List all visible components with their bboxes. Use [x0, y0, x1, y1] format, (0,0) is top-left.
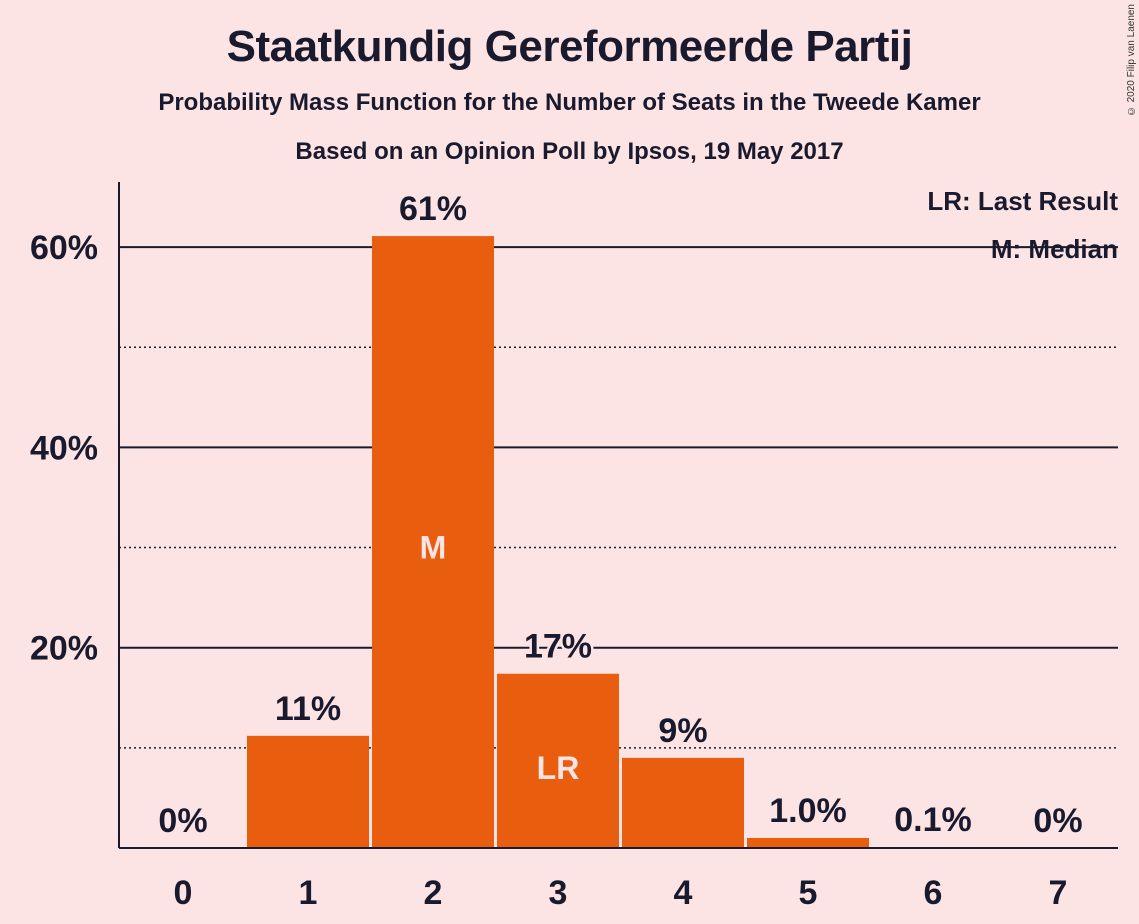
x-tick-label: 2: [424, 874, 443, 912]
y-tick-label: 60%: [30, 229, 98, 267]
bar-value-label: 1.0%: [769, 792, 847, 830]
bar: [497, 673, 619, 848]
bar-value-label: 61%: [399, 190, 467, 228]
bar-value-label: 0.1%: [894, 801, 972, 839]
bar-marker-label: M: [420, 530, 447, 566]
bar-value-label: 11%: [275, 690, 341, 728]
x-tick-label: 1: [299, 874, 318, 912]
y-tick-label: 20%: [30, 630, 98, 668]
bar-value-label: 0%: [1033, 802, 1082, 840]
bar: [747, 837, 869, 848]
x-tick-label: 4: [674, 874, 693, 912]
x-tick-label: 5: [799, 874, 818, 912]
bar: [247, 735, 369, 848]
x-tick-label: 7: [1049, 874, 1068, 912]
bar: [622, 757, 744, 848]
legend-last-result: LR: Last Result: [927, 186, 1118, 216]
x-tick-label: 6: [924, 874, 943, 912]
bar-value-label: 0%: [158, 802, 207, 840]
chart-subtitle: Probability Mass Function for the Number…: [158, 89, 981, 116]
chart-source: Based on an Opinion Poll by Ipsos, 19 Ma…: [295, 138, 844, 165]
bar-value-label: 9%: [658, 712, 707, 750]
chart-title: Staatkundig Gereformeerde Partij: [226, 22, 913, 71]
bar-marker-label: LR: [537, 750, 580, 786]
bar: [372, 236, 494, 849]
x-tick-label: 3: [549, 874, 568, 912]
bar-value-label: 17%: [524, 628, 592, 666]
y-tick-label: 40%: [30, 429, 98, 467]
x-tick-label: 0: [174, 874, 193, 912]
legend-median: M: Median: [991, 234, 1118, 264]
